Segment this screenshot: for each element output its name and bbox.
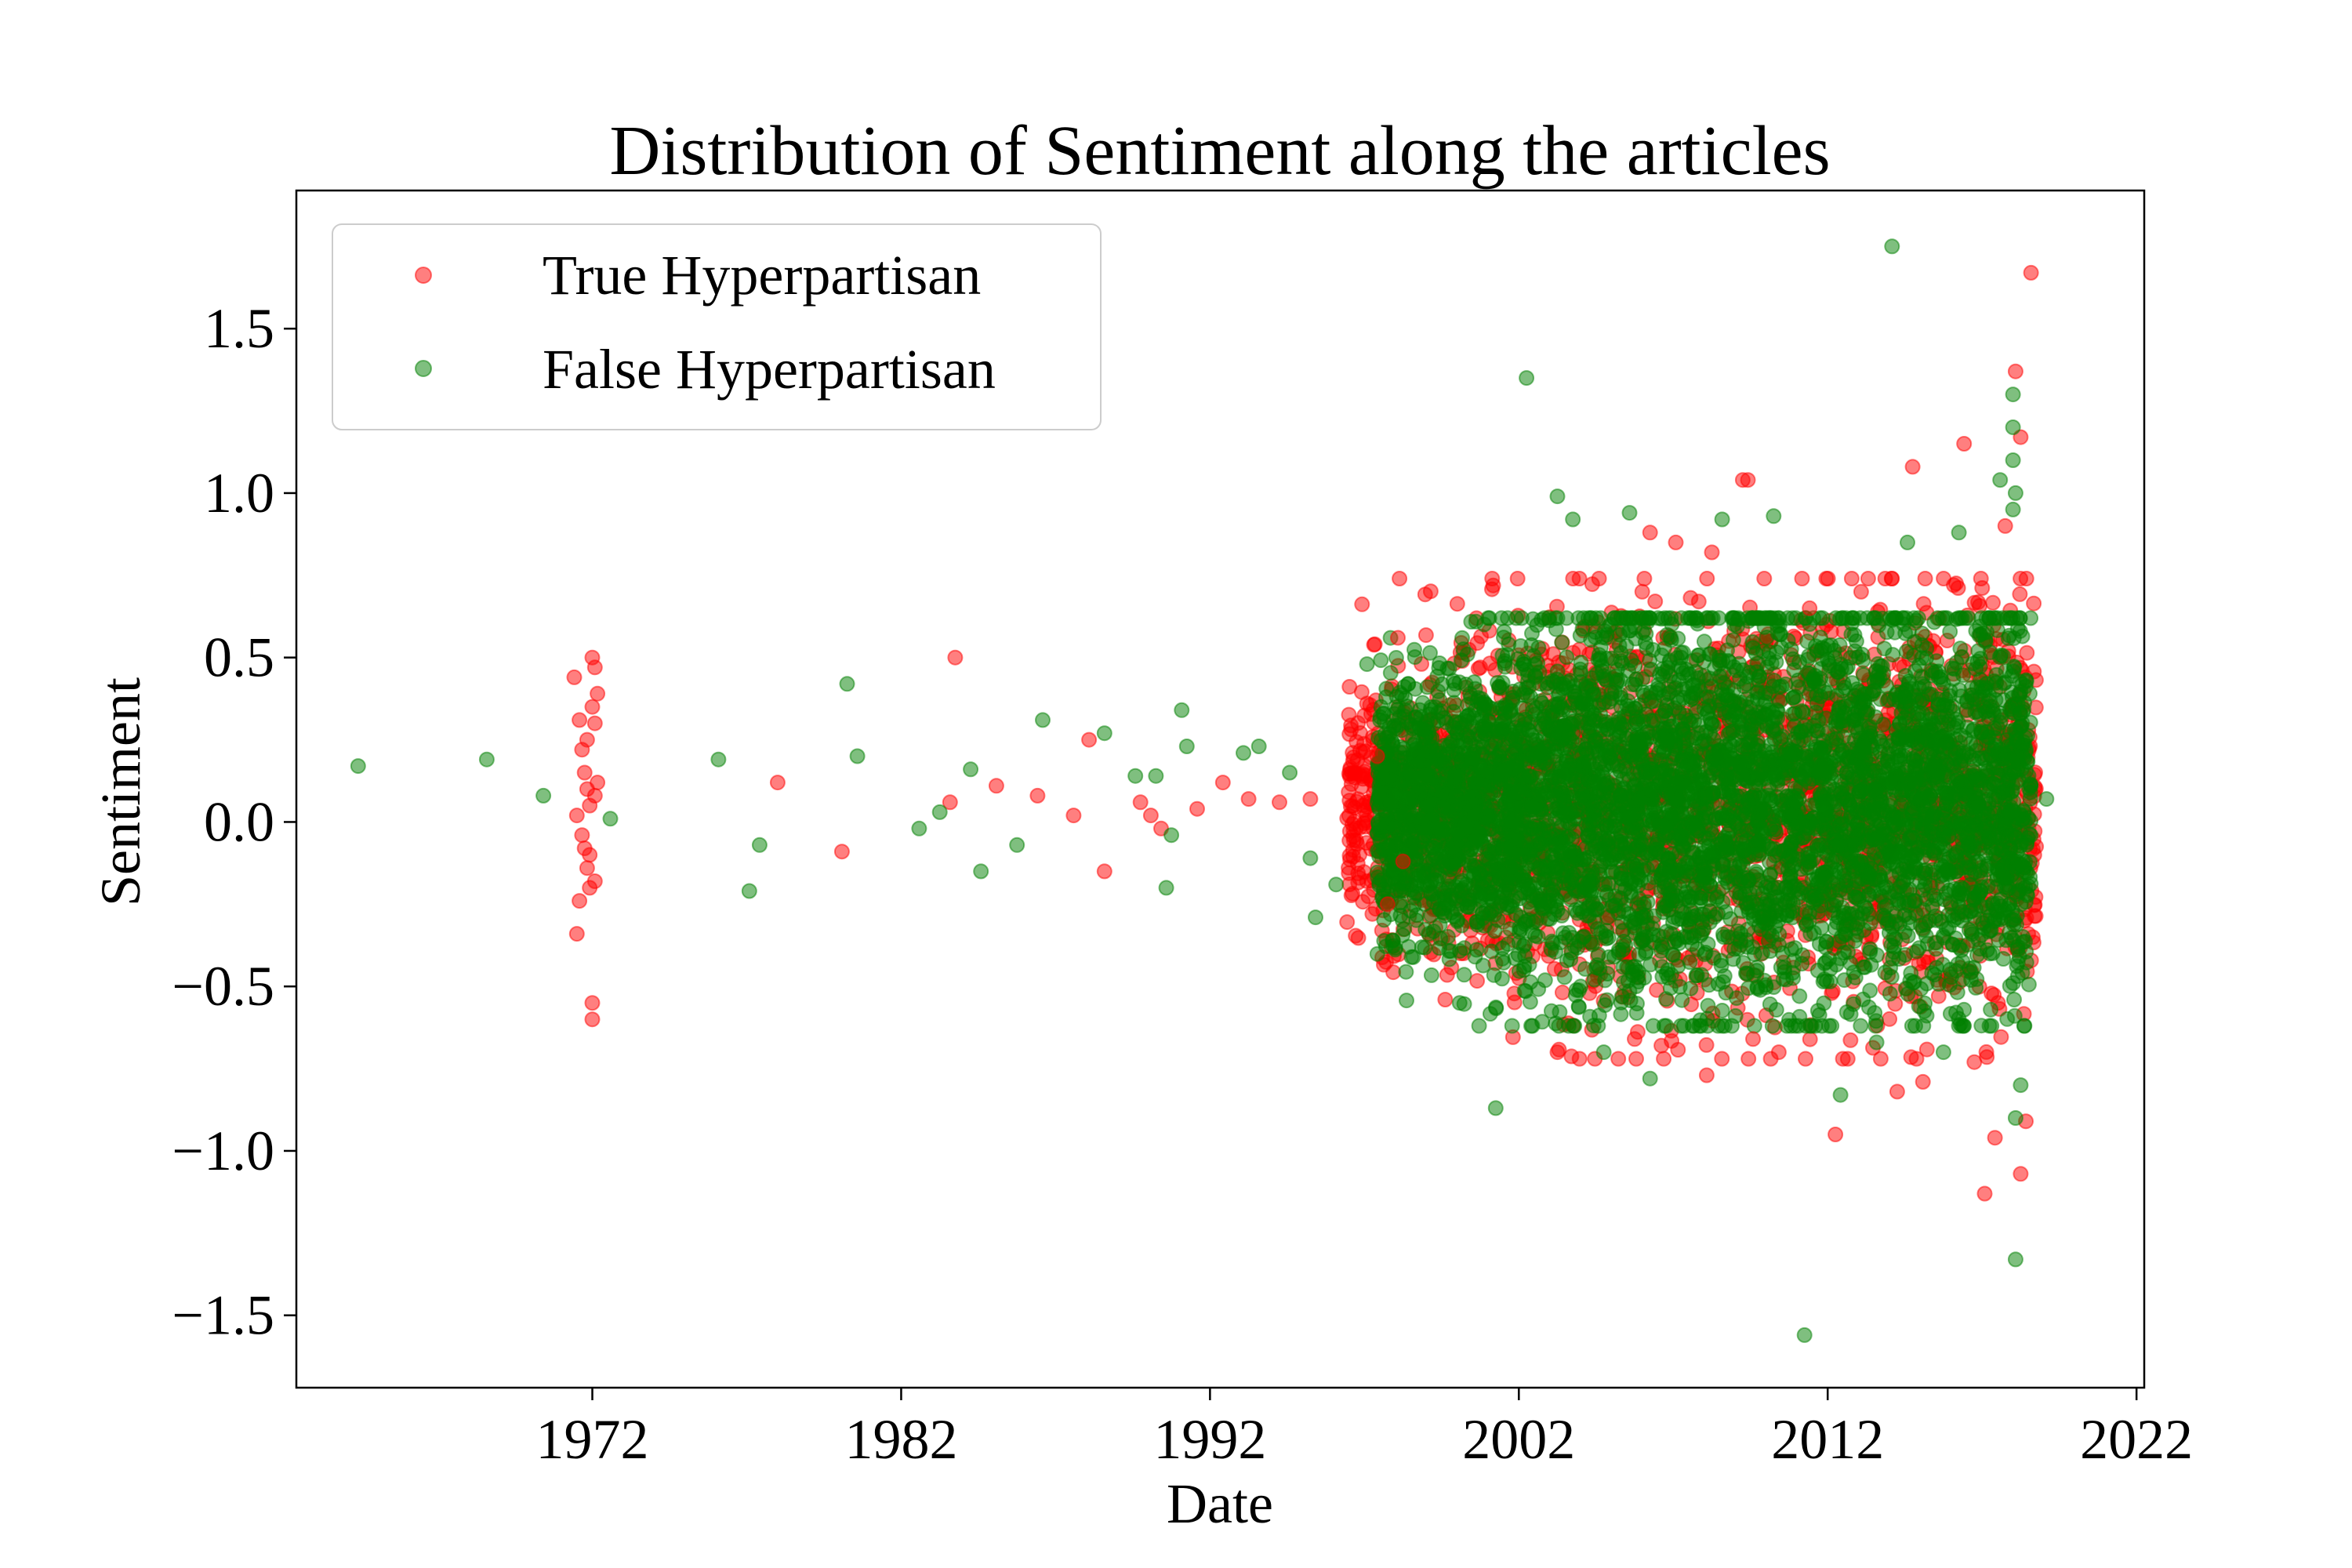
point-true-hyperpartisan	[1656, 1051, 1672, 1067]
point-true-hyperpartisan	[1341, 808, 1357, 824]
point-true-hyperpartisan	[1352, 819, 1368, 836]
point-false-hyperpartisan	[1398, 964, 1414, 980]
point-false-hyperpartisan	[1855, 991, 1871, 1007]
plot-points	[350, 238, 2055, 1343]
point-true-hyperpartisan	[2012, 586, 2028, 602]
point-true-hyperpartisan	[1350, 930, 1367, 946]
point-true-hyperpartisan	[1356, 735, 1372, 752]
point-true-hyperpartisan	[1356, 757, 1373, 774]
point-true-hyperpartisan	[1756, 571, 1773, 586]
point-true-hyperpartisan	[2019, 644, 2035, 661]
point-true-hyperpartisan	[1346, 770, 1363, 786]
point-true-hyperpartisan	[1554, 984, 1570, 1000]
point-true-hyperpartisan	[1591, 571, 1607, 586]
point-false-hyperpartisan	[1417, 939, 1433, 956]
point-false-hyperpartisan	[1382, 665, 1399, 681]
point-true-hyperpartisan	[1664, 1033, 1680, 1049]
point-false-hyperpartisan	[1696, 633, 1712, 650]
point-true-hyperpartisan	[1903, 1049, 1919, 1065]
point-true-hyperpartisan	[1839, 1051, 1856, 1067]
point-true-hyperpartisan	[1484, 581, 1500, 597]
point-true-hyperpartisan	[1506, 994, 1523, 1011]
point-true-hyperpartisan	[1872, 1051, 1889, 1067]
point-false-hyperpartisan	[1456, 967, 1472, 983]
point-true-hyperpartisan	[1634, 583, 1650, 600]
point-false-hyperpartisan	[1399, 993, 1414, 1009]
point-true-hyperpartisan	[1798, 1051, 1813, 1067]
point-false-hyperpartisan	[1463, 614, 1479, 630]
point-true-hyperpartisan	[1860, 571, 1876, 586]
point-true-hyperpartisan	[1636, 571, 1653, 586]
point-true-hyperpartisan	[1993, 1029, 2009, 1045]
point-true-hyperpartisan	[1343, 887, 1359, 903]
point-true-hyperpartisan	[1820, 571, 1836, 586]
point-false-hyperpartisan	[1746, 1018, 1762, 1034]
point-true-hyperpartisan	[1563, 1048, 1580, 1065]
point-true-hyperpartisan	[1610, 1051, 1627, 1067]
point-true-hyperpartisan	[1698, 1036, 1715, 1053]
point-true-hyperpartisan	[1884, 571, 1900, 586]
point-true-hyperpartisan	[1417, 627, 1434, 644]
point-true-hyperpartisan	[1714, 1051, 1730, 1067]
point-true-hyperpartisan	[1699, 571, 1715, 586]
point-true-hyperpartisan	[1349, 855, 1366, 872]
point-true-hyperpartisan	[1842, 1032, 1859, 1048]
point-true-hyperpartisan	[1571, 571, 1588, 586]
dense-cloud	[1369, 610, 2039, 1034]
point-true-hyperpartisan	[2018, 571, 2034, 586]
point-false-hyperpartisan	[1373, 652, 1389, 669]
point-true-hyperpartisan	[2026, 595, 2042, 612]
point-true-hyperpartisan	[1437, 992, 1454, 1007]
point-true-hyperpartisan	[1917, 571, 1933, 586]
point-true-hyperpartisan	[1417, 586, 1433, 603]
point-true-hyperpartisan	[1348, 836, 1365, 852]
point-true-hyperpartisan	[1973, 571, 1989, 586]
point-true-hyperpartisan	[1970, 594, 1987, 611]
point-true-hyperpartisan	[1469, 635, 1486, 652]
point-true-hyperpartisan	[1682, 590, 1699, 606]
point-false-hyperpartisan	[1504, 1018, 1520, 1034]
point-true-hyperpartisan	[1469, 973, 1486, 989]
point-true-hyperpartisan	[1341, 793, 1358, 809]
point-true-hyperpartisan	[1341, 706, 1357, 723]
point-true-hyperpartisan	[1802, 1031, 1818, 1047]
point-true-hyperpartisan	[1628, 1051, 1644, 1067]
point-true-hyperpartisan	[1350, 874, 1367, 891]
point-false-hyperpartisan	[1556, 969, 1573, 985]
point-true-hyperpartisan	[1392, 571, 1408, 586]
point-true-hyperpartisan	[1449, 596, 1465, 612]
point-true-hyperpartisan	[1918, 1041, 1935, 1058]
point-true-hyperpartisan	[1354, 596, 1370, 612]
point-true-hyperpartisan	[1367, 636, 1383, 652]
point-true-hyperpartisan	[1985, 594, 2001, 611]
point-true-hyperpartisan	[1915, 596, 1932, 612]
point-true-hyperpartisan	[1339, 914, 1356, 931]
point-true-hyperpartisan	[1740, 1051, 1757, 1067]
point-false-hyperpartisan	[1908, 943, 1925, 960]
point-true-hyperpartisan	[1794, 571, 1810, 586]
point-true-hyperpartisan	[1647, 593, 1664, 610]
point-true-hyperpartisan	[1882, 1011, 1898, 1027]
point-true-hyperpartisan	[1843, 571, 1860, 586]
point-true-hyperpartisan	[1509, 571, 1526, 586]
point-false-hyperpartisan	[1842, 1006, 1859, 1022]
